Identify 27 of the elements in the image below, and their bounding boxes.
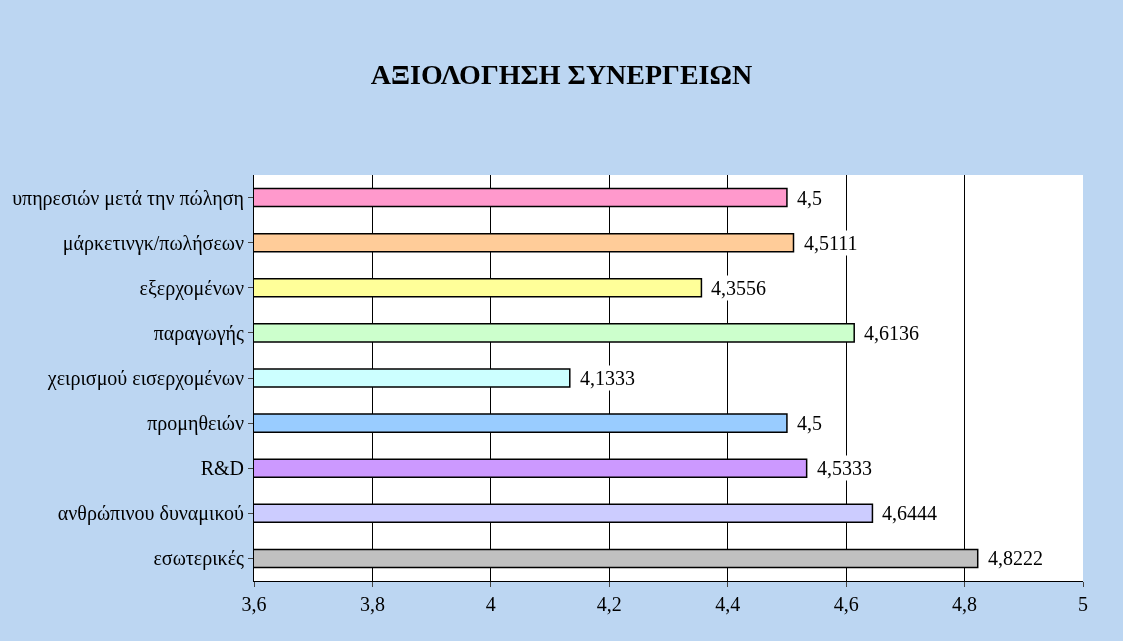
y-tick-label: εσωτερικές <box>153 547 245 571</box>
data-label: 4,6136 <box>864 322 919 344</box>
y-tick-label: χειρισμού εισερχομένων <box>46 367 244 390</box>
x-tick-label: 4,6 <box>833 593 859 615</box>
x-tick-label: 3,6 <box>241 593 267 615</box>
x-tick-label: 4 <box>485 593 496 615</box>
y-tick-label: εξερχομένων <box>139 276 244 300</box>
data-label: 4,5111 <box>804 232 858 254</box>
y-tick-label: μάρκετινγκ/πωλήσεων <box>62 231 244 255</box>
data-label: 4,5 <box>797 187 822 209</box>
chart-title: ΑΞΙΟΛΟΓΗΣΗ ΣΥΝΕΡΓΕΙΩΝ <box>370 58 753 90</box>
x-tick-label: 4,4 <box>715 593 741 615</box>
x-tick-label: 4,8 <box>952 593 978 615</box>
x-tick-label: 4,2 <box>596 593 622 615</box>
y-tick-label: R&D <box>200 457 244 480</box>
data-label: 4,1333 <box>580 367 635 389</box>
y-tick-label: προμηθειών <box>147 412 244 436</box>
x-tick-label: 3,8 <box>359 593 385 615</box>
data-label: 4,8222 <box>988 547 1043 569</box>
x-tick-label: 5 <box>1078 593 1088 615</box>
y-tick-label: ανθρώπινου δυναμικού <box>57 502 245 526</box>
data-label: 4,5333 <box>817 457 872 479</box>
data-label: 4,3556 <box>711 277 766 299</box>
data-label: 4,5 <box>797 412 822 434</box>
y-tick-label: παραγωγής <box>153 321 245 345</box>
y-tick-label: υπηρεσιών μετά την πώληση <box>12 186 244 210</box>
data-label: 4,6444 <box>882 502 937 524</box>
